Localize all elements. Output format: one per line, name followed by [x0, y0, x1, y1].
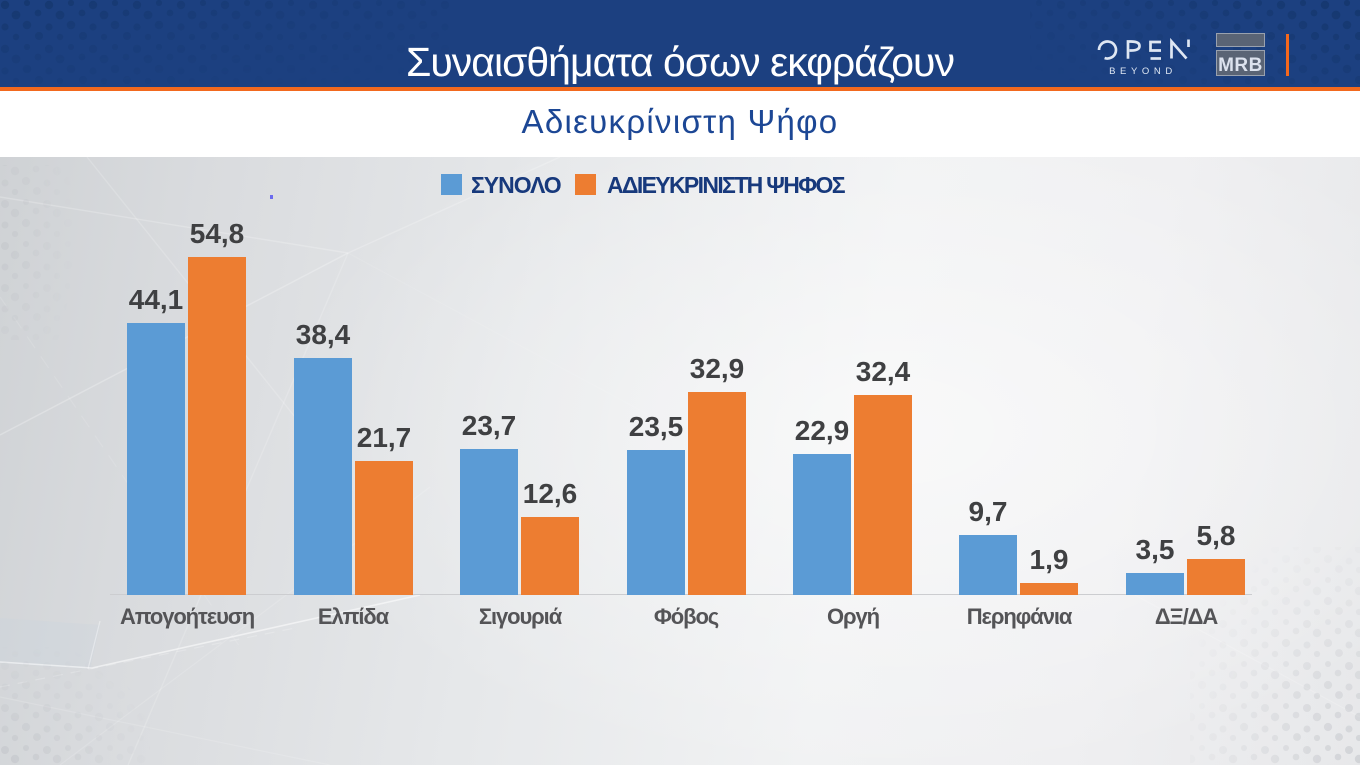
svg-text:BEYOND: BEYOND: [1109, 66, 1177, 77]
